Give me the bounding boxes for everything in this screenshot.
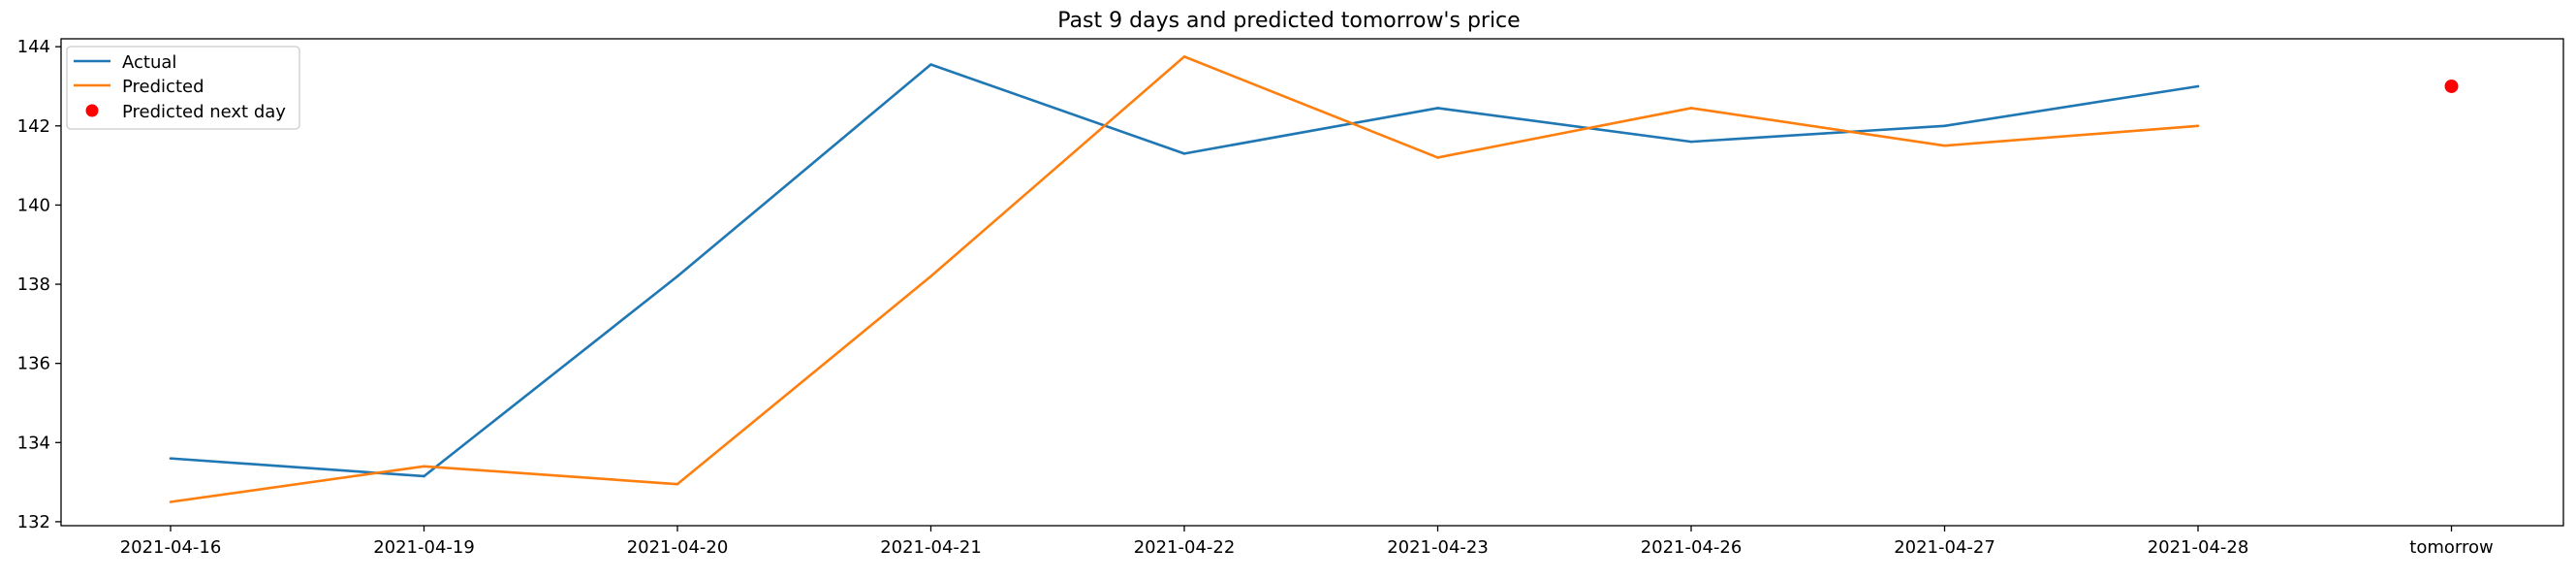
y-tick-label-5: 142 (17, 116, 50, 137)
data-point-predicted-0 (169, 500, 173, 503)
legend-box (66, 46, 300, 130)
x-tick-label-6: 2021-04-26 (1641, 537, 1743, 558)
legend-label-predicted: Predicted (122, 77, 204, 97)
data-point-predicted-6 (1689, 107, 1693, 110)
data-point-predicted-1 (423, 465, 425, 468)
data-point-predicted-8 (2196, 124, 2200, 128)
data-point-predicted-5 (1436, 156, 1439, 159)
x-tick-label-9: tomorrow (2409, 537, 2493, 558)
x-axis-ticks: 2021-04-16 2021-04-19 2021-04-20 2021-04-21… (120, 526, 2494, 558)
data-point-predicted-next-day-0 (2444, 79, 2459, 93)
data-point-predicted-2 (675, 482, 679, 486)
data-point-actual-3 (929, 63, 932, 66)
data-point-actual-8 (2196, 84, 2200, 88)
data-point-actual-5 (1436, 107, 1439, 110)
x-tick-label-0: 2021-04-16 (120, 537, 222, 558)
data-point-predicted-4 (1182, 55, 1186, 58)
data-point-actual-7 (1943, 124, 1946, 128)
legend-swatch-predicted-next-day (85, 104, 99, 117)
x-tick-label-5: 2021-04-23 (1387, 537, 1489, 558)
chart-title: Past 9 days and predicted tomorrow's pri… (1057, 9, 1520, 33)
legend-label-predicted-next-day: Predicted next day (122, 102, 286, 122)
data-point-actual-1 (423, 474, 425, 478)
data-point-actual-6 (1689, 140, 1693, 144)
data-point-actual-0 (169, 457, 173, 460)
x-tick-label-8: 2021-04-28 (2148, 537, 2249, 558)
y-axis-ticks: 132 134 136 138 140 142 144 (17, 37, 61, 532)
x-tick-label-4: 2021-04-22 (1134, 537, 1236, 558)
data-point-predicted-7 (1943, 144, 1946, 147)
plot-frame (60, 38, 2564, 527)
plot-series (169, 55, 2459, 503)
y-tick-label-4: 140 (17, 195, 50, 215)
y-tick-label-6: 144 (17, 37, 50, 57)
legend: Actual Predicted Predicted next day (66, 46, 300, 130)
y-tick-label-3: 138 (17, 274, 50, 295)
y-tick-label-2: 136 (17, 354, 50, 374)
x-tick-label-7: 2021-04-27 (1894, 537, 1995, 558)
y-tick-label-1: 134 (17, 433, 50, 453)
x-tick-label-3: 2021-04-21 (880, 537, 982, 558)
data-point-predicted-3 (929, 274, 932, 278)
x-tick-label-1: 2021-04-19 (373, 537, 475, 558)
y-tick-label-0: 132 (17, 512, 50, 532)
data-point-actual-4 (1182, 152, 1186, 155)
data-point-actual-2 (675, 274, 679, 278)
x-tick-label-2: 2021-04-20 (627, 537, 729, 558)
legend-label-actual: Actual (122, 52, 176, 73)
